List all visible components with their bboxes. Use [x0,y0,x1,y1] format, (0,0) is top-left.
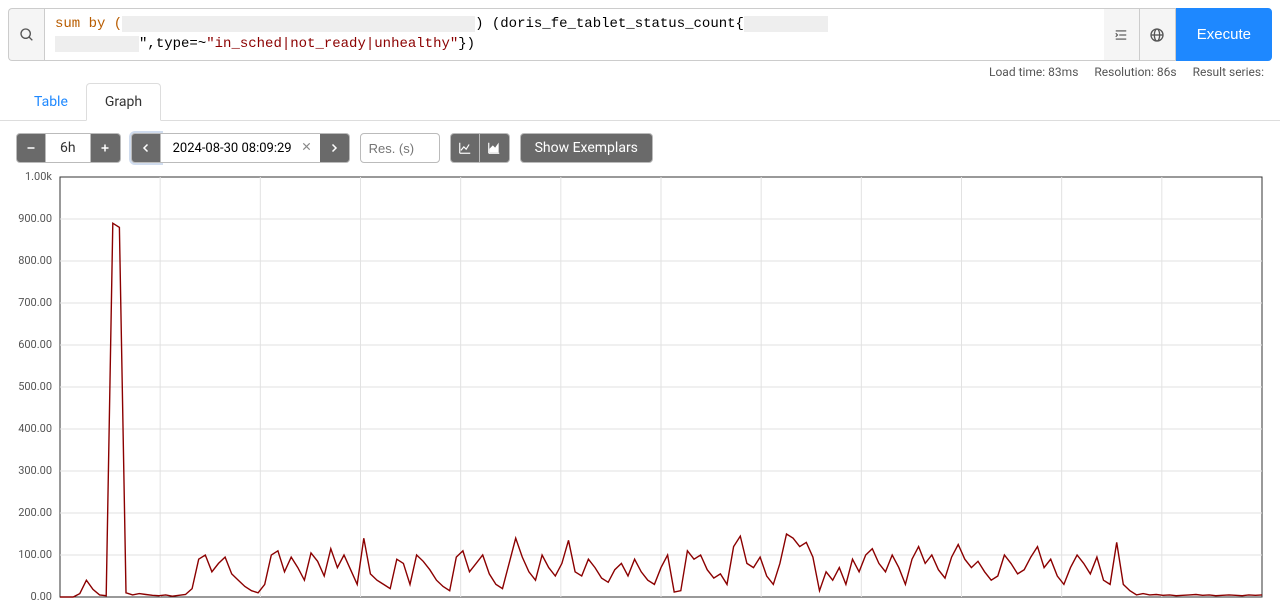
chart-type-group [450,133,510,163]
globe-button[interactable] [1140,8,1176,61]
tab-graph[interactable]: Graph [86,83,161,121]
query-search-icon-box [8,8,44,61]
show-exemplars-button[interactable]: Show Exemplars [520,133,653,163]
time-next-button[interactable] [320,133,350,163]
y-axis-label: 900.00 [12,212,52,225]
range-group: 6h [16,133,121,163]
resolution-input[interactable] [360,133,440,163]
y-axis-label: 100.00 [12,548,52,561]
line-chart-button[interactable] [450,133,480,163]
globe-icon [1149,27,1165,43]
y-axis-label: 800.00 [12,254,52,267]
range-value[interactable]: 6h [46,133,91,163]
result-series-label: Result series: [1193,65,1264,79]
time-input[interactable]: 2024-08-30 08:09:29 [161,133,320,163]
y-axis-label: 400.00 [12,422,52,435]
y-axis-label: 300.00 [12,464,52,477]
y-axis-label: 500.00 [12,380,52,393]
time-nav-group: 2024-08-30 08:09:29 [131,133,350,163]
query-input[interactable]: sum by ( ) (doris_fe_tablet_status_count… [44,8,1104,61]
chevron-right-icon [328,142,340,154]
chart-svg [12,171,1268,603]
time-clear-button[interactable] [301,141,312,156]
indent-icon [1113,28,1129,42]
tab-table[interactable]: Table [16,84,86,120]
y-axis-label: 1.00k [12,170,52,183]
execute-button[interactable]: Execute [1176,8,1272,61]
range-decrease-button[interactable] [16,133,46,163]
y-axis-label: 700.00 [12,296,52,309]
chart-area[interactable]: 0.00100.00200.00300.00400.00500.00600.00… [12,171,1268,603]
y-axis-label: 200.00 [12,506,52,519]
search-icon [19,27,35,43]
minus-icon [25,142,37,154]
resolution-label: Resolution: 86s [1094,65,1176,79]
y-axis-label: 600.00 [12,338,52,351]
area-chart-icon [487,141,501,155]
time-value: 2024-08-30 08:09:29 [173,141,292,156]
time-prev-button[interactable] [131,133,161,163]
query-info-row: Load time: 83ms Resolution: 86s Result s… [0,61,1280,79]
range-increase-button[interactable] [91,133,121,163]
load-time-label: Load time: 83ms [989,65,1078,79]
close-icon [301,141,312,152]
stacked-chart-button[interactable] [480,133,510,163]
chevron-left-icon [140,142,152,154]
plus-icon [99,142,111,154]
format-query-button[interactable] [1104,8,1140,61]
line-chart-icon [458,141,472,155]
